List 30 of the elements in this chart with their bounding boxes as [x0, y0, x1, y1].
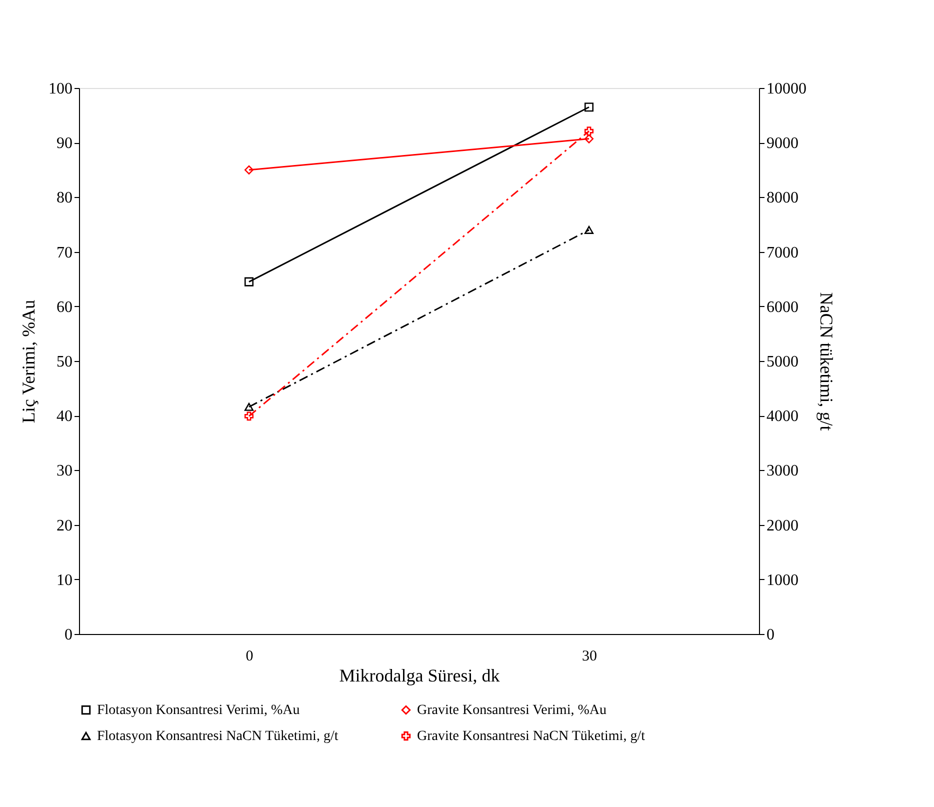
y-tick-label: 30	[56, 462, 72, 480]
legend-label: Gravite Konsantresi Verimi, %Au	[417, 703, 606, 718]
x-axis-title: Mikrodalga Süresi, dk	[339, 666, 500, 686]
y2-tick-label: 5000	[766, 354, 798, 370]
y-tick-label: 60	[56, 298, 72, 316]
y2-tick-label: 8000	[766, 190, 798, 207]
y-tick-label: 40	[56, 408, 72, 426]
y-tick-label: 90	[56, 135, 72, 152]
y2-tick-label: 2000	[766, 517, 798, 534]
y2-tick-label: 10000	[766, 80, 806, 98]
y-tick-label: 20	[56, 517, 72, 534]
y2-tick-label: 1000	[766, 572, 798, 589]
y-tick-label: 10	[56, 572, 72, 589]
y2-tick-label: 6000	[766, 298, 798, 316]
y-tick-label: 50	[56, 354, 72, 370]
y-tick-label: 80	[56, 190, 72, 207]
y2-tick-label: 0	[766, 626, 774, 644]
y2-tick-label: 7000	[766, 244, 798, 262]
y2-tick-label: 9000	[766, 135, 798, 152]
point	[584, 126, 594, 136]
y-tick-label: 100	[48, 80, 72, 98]
y-tick-label: 70	[56, 244, 72, 262]
legend-label: Gravite Konsantresi NaCN Tüketimi, g/t	[417, 729, 646, 744]
legend-label: Flotasyon Konsantresi NaCN Tüketimi, g/t	[97, 729, 338, 744]
legend-label: Flotasyon Konsantresi Verimi, %Au	[97, 703, 300, 718]
y2-axis-title: NaCN tüketimi, g/t	[816, 292, 836, 431]
y2-tick-label: 3000	[766, 462, 798, 480]
y2-tick-label: 4000	[766, 408, 798, 426]
y-tick-label: 0	[64, 626, 72, 644]
y-axis-title: Liç Verimi, %Au	[18, 300, 38, 424]
